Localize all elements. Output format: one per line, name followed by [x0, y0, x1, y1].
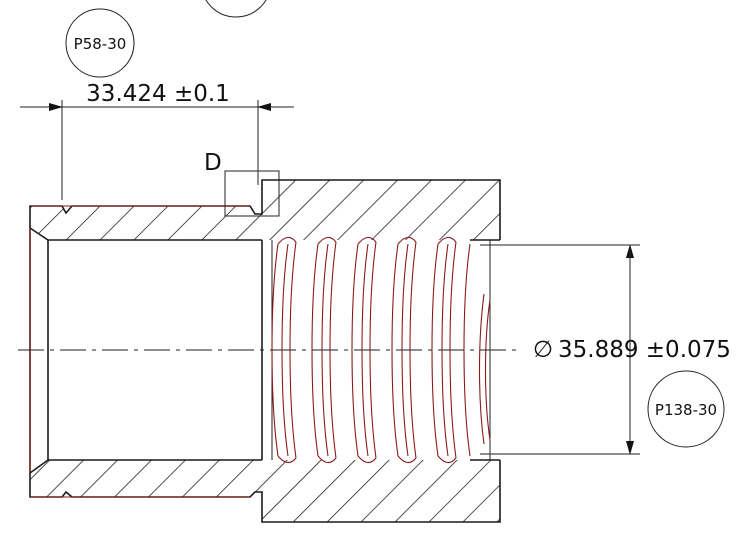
balloon-right-label: P138-30 — [655, 401, 717, 419]
thread-lines — [29, 205, 491, 498]
diameter-dimension: ∅ 35.889 ±0.075 — [480, 244, 731, 455]
partial-balloon — [205, 0, 267, 18]
detail-label: D — [204, 150, 222, 176]
diameter-dimension-text: 35.889 ±0.075 — [558, 337, 731, 363]
balloon-right: P138-30 — [647, 370, 725, 448]
balloon-left-label: P58-30 — [74, 35, 127, 53]
section-hatching — [30, 180, 500, 522]
balloon-left: P58-30 — [65, 8, 135, 78]
diameter-symbol: ∅ — [533, 337, 553, 363]
length-dimension: 33.424 ±0.1 — [20, 81, 294, 200]
length-dimension-text: 33.424 ±0.1 — [86, 81, 230, 107]
